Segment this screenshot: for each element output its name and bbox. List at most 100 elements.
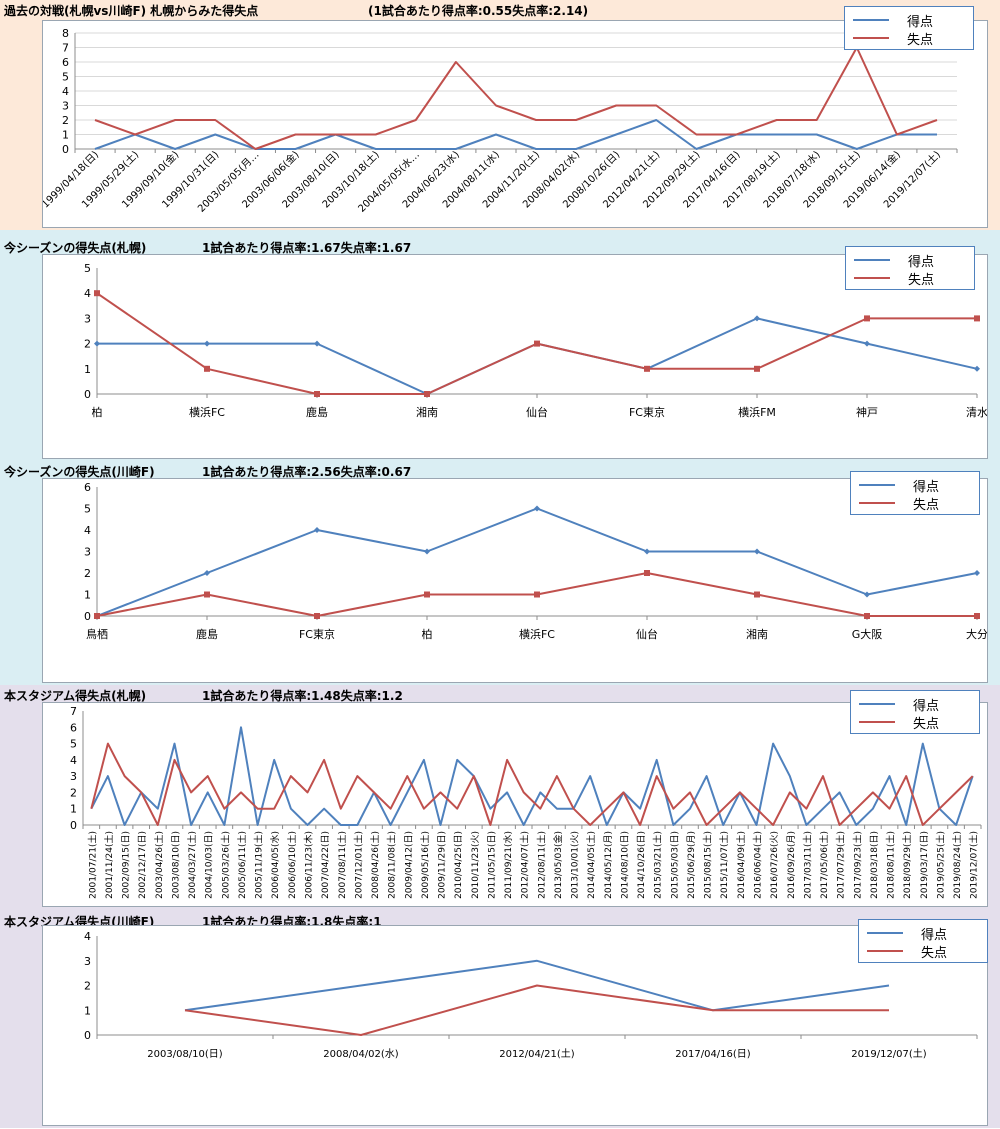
x-tick-label: 2004/03/27(土) [186, 831, 198, 899]
y-tick-label: 6 [62, 56, 69, 69]
y-tick-label: 6 [70, 721, 77, 734]
y-tick-label: 1 [84, 1004, 91, 1017]
data-point [974, 315, 980, 322]
chart-area: 0 1 2 3 4 5 柏 横浜FC 鹿島 湘南 仙台 FC東京 横浜FM 神戸 清水 [42, 254, 988, 459]
data-point [754, 315, 760, 322]
data-point [974, 613, 980, 619]
x-tick-label: 2017/04/16(日) [675, 1049, 751, 1060]
legend-label-score: 得点 [913, 698, 940, 714]
x-tick-label: 2016/04/09(土) [735, 831, 747, 899]
x-tick-label: 2001/07/21(土) [86, 831, 98, 899]
x-tick-label: 湘南 [746, 627, 768, 641]
x-tick-label: 2008/04/02(水) [323, 1048, 399, 1060]
y-tick-label: 2 [84, 338, 91, 351]
y-tick-label: 8 [62, 27, 69, 40]
y-tick-label: 4 [70, 754, 77, 767]
series-line-conceded [94, 46, 938, 150]
x-tick-label: 2019/05/25(土) [934, 831, 946, 899]
x-tick-label: 2011/05/15(日) [486, 831, 497, 899]
x-tick-label: 2004/10/03(日) [204, 831, 215, 899]
y-tick-label: 0 [84, 1029, 91, 1042]
chart-legend: 得点 失点 [850, 471, 980, 515]
x-tick-label: 2007/08/11(土) [336, 831, 348, 899]
legend-label-conceded: 失点 [921, 945, 948, 961]
legend-swatch-score [859, 703, 895, 705]
data-point [754, 365, 760, 372]
chart-svg: 0 1 2 3 4 5 柏 横浜FC 鹿島 湘南 仙台 FC東京 横浜FM 神戸 清水 [84, 262, 988, 419]
legend-label-conceded: 失点 [908, 272, 935, 288]
rate-text: 1試合あたり得点率:1.67失点率:1.67 [202, 241, 412, 255]
x-tick-label: 2012/08/11(土) [535, 831, 547, 899]
data-point [314, 613, 320, 619]
rate-text: 1試合あたり得点率:2.56失点率:0.67 [202, 465, 412, 479]
legend-label-conceded: 失点 [913, 716, 940, 732]
section-kawasaki-season: 今シーズンの得失点(川崎F) 1試合あたり得点率:2.56失点率:0.67 0 1… [0, 461, 1000, 685]
data-point [644, 570, 650, 576]
y-tick-label: 7 [70, 705, 77, 718]
y-tick-label: 7 [62, 42, 69, 55]
data-point [424, 391, 430, 397]
x-tick-label: 2016/09/26(月) [786, 831, 797, 899]
chart-area: 0 1 2 3 4 5 6 7 2001/07/21(土) 2001/11/24(土) 2002/0… [42, 702, 988, 907]
chart-svg: 0 1 2 3 4 5 6 鳥栖 鹿島 FC東京 柏 横浜FC 仙台 湘南 G大阪 大分 [84, 481, 988, 641]
legend-label-score: 得点 [907, 14, 934, 30]
legend-swatch-conceded [867, 950, 903, 952]
chart-area: 0 1 2 3 4 5 6 7 8 1999/04/18(日) 1999/05/29(土) 1999/… [40, 20, 988, 228]
y-tick-label: 4 [62, 85, 69, 98]
x-tick-label: 2018/09/29(土) [901, 831, 913, 899]
y-tick-label: 2 [84, 980, 91, 993]
x-tick-label: 鹿島 [196, 627, 218, 641]
y-tick-label: 3 [62, 100, 69, 113]
section-title: 過去の対戦(札幌vs川崎F) 札幌からみた得失点 [4, 4, 259, 18]
y-tick-label: 1 [62, 129, 69, 142]
y-tick-label: 5 [84, 262, 91, 275]
x-tick-label: 2009/11/29(日) [437, 831, 448, 899]
x-tick-label: 2014/04/05(土) [585, 831, 597, 899]
legend-swatch-score [853, 19, 889, 21]
chart-area: 0 1 2 3 4 5 6 鳥栖 鹿島 FC東京 柏 横浜FC 仙台 湘南 G大阪 大分 [42, 478, 988, 683]
x-tick-label: FC東京 [629, 405, 665, 419]
data-point [754, 548, 760, 555]
y-tick-label: 1 [70, 803, 77, 816]
x-tick-label: 2013/10/01(火) [570, 831, 581, 899]
x-tick-label: 2010/11/23(火) [470, 831, 481, 899]
x-tick-label: 2017/03/11(土) [801, 831, 813, 899]
x-tick-label: 2009/04/12(日) [403, 831, 414, 899]
chart-svg: 0 1 2 3 4 5 6 7 2001/07/21(土) 2001/11/24(土) 2002/0… [70, 705, 982, 899]
data-point [534, 591, 540, 598]
rate-text: 1試合あたり得点率:1.48失点率:1.2 [202, 689, 403, 703]
section-stadium-sapporo: 本スタジアム得失点(札幌) 1試合あたり得点率:1.48失点率:1.2 0 1 2 3… [0, 685, 1000, 911]
x-tick-label: 2014/05/12(月) [603, 831, 614, 899]
data-point [974, 570, 980, 576]
x-tick-label: 大分 [966, 627, 987, 641]
x-tick-label: 2019/12/07(土) [851, 1047, 927, 1060]
x-tick-label: 2015/05/03(日) [669, 831, 680, 899]
data-point [864, 591, 870, 598]
data-point [94, 613, 100, 619]
x-tick-label: 2015/08/15(土) [702, 831, 714, 899]
x-tick-label: 2017/09/23(土) [851, 831, 863, 899]
x-tick-label: 鹿島 [306, 405, 328, 419]
x-tick-label: 2006/04/05(水) [269, 831, 281, 899]
chart-legend: 得点 失点 [850, 690, 980, 734]
y-tick-label: 4 [84, 287, 91, 300]
legend-label-conceded: 失点 [913, 497, 940, 513]
data-point [864, 340, 870, 347]
x-tick-label: 2019/08/24(土) [951, 831, 963, 899]
data-point [644, 548, 650, 555]
x-tick-label: 2007/04/22(日) [320, 831, 331, 899]
y-tick-label: 0 [70, 819, 77, 832]
x-tick-label: 2014/10/26(日) [636, 831, 647, 899]
y-tick-label: 4 [84, 524, 91, 537]
x-tick-label: 2006/06/10(土) [286, 831, 298, 899]
x-tick-label: 2018/03/18(日) [869, 831, 880, 899]
legend-swatch-score [859, 484, 895, 486]
y-tick-label: 5 [62, 71, 69, 84]
x-tick-label: 2003/08/10(日) [170, 831, 181, 899]
x-tick-label: 2007/12/01(土) [352, 831, 364, 899]
x-tick-label: 2012/04/21(土) [499, 1047, 575, 1060]
y-tick-label: 0 [84, 610, 91, 623]
x-tick-label: 鳥栖 [86, 627, 108, 641]
chart-svg: 0123456781999/04/18(日)1999/05/29(土)1999/… [40, 27, 958, 215]
x-tick-label: 2011/09/21(水) [502, 831, 514, 899]
